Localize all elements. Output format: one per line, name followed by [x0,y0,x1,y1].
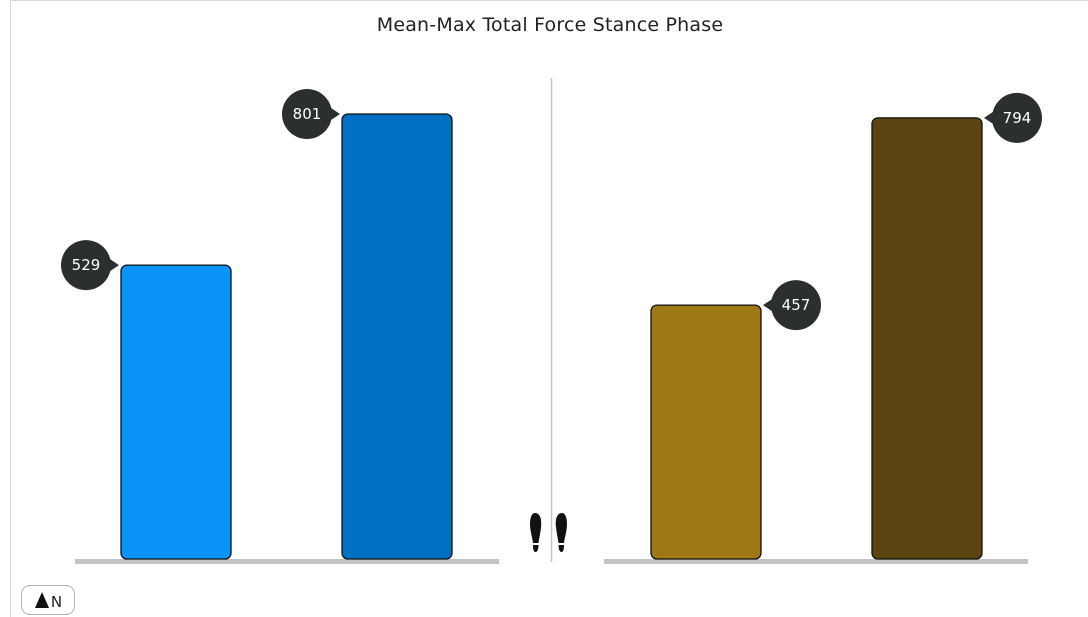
value-label-bubble [771,280,821,331]
value-label-pointer [328,106,340,122]
bar-left-1[interactable] [120,264,232,560]
frame-border-top [10,0,1088,1]
north-arrow-icon [34,592,49,608]
value-label-bubble [61,240,111,291]
value-label-pointer [763,297,775,314]
value-label-right-1: 457 [763,280,821,331]
value-label-bubble [282,89,332,139]
value-label-pointer [984,109,996,126]
value-label-text: 457 [782,296,811,314]
bar-right-1[interactable] [650,304,762,560]
footprints-icon [530,513,567,552]
value-label-text: 529 [72,256,101,274]
left-baseline [75,559,499,564]
chart-title: Mean-Max Total Force Stance Phase [376,14,724,36]
value-label-pointer [107,257,119,274]
north-orientation-button[interactable]: N [21,585,75,615]
bar-left-2[interactable] [341,113,453,560]
bars-layer [120,113,983,560]
bar-right-2[interactable] [871,117,983,560]
value-label-right-2: 794 [984,92,1042,143]
value-label-bubble [992,92,1042,143]
frame-border-left [10,0,11,617]
north-label: N [50,592,63,611]
labels-layer: 529 801 457 794 [61,89,1042,331]
value-label-text: 801 [293,105,322,123]
value-label-text: 794 [1003,109,1032,127]
right-baseline [604,559,1028,564]
value-label-left-1: 529 [61,240,119,291]
value-label-left-2: 801 [282,89,340,139]
